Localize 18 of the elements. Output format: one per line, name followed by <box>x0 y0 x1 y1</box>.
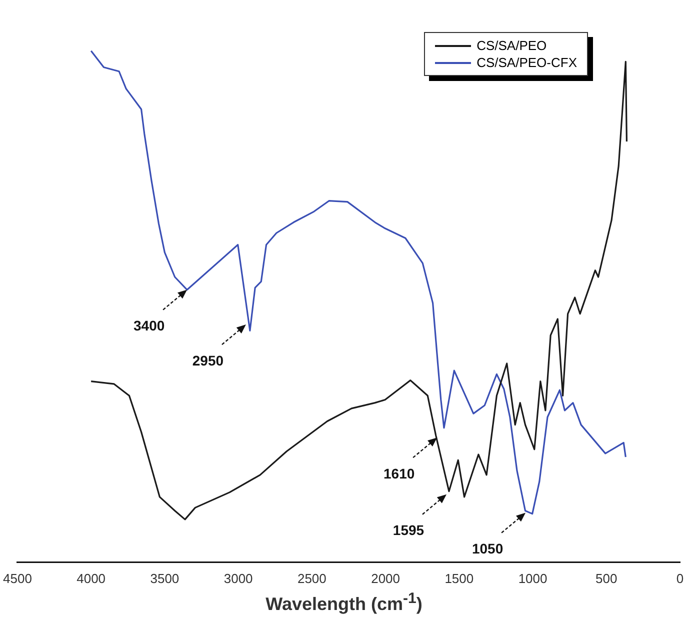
x-axis-title: Wavelength (cm$^{-1}$) <box>264 590 424 615</box>
annotation: 2950 <box>192 352 224 368</box>
x-tick-label: 4000 <box>76 570 106 586</box>
legend-label: CS/SA/PEO <box>476 37 547 54</box>
x-tick-label: 4500 <box>3 570 32 586</box>
x-tick-label: 3000 <box>224 570 253 586</box>
annotation: 3400 <box>133 318 165 334</box>
x-tick-label: 3500 <box>150 570 180 586</box>
x-tick-label: 0 <box>676 570 684 586</box>
x-tick-label: 2000 <box>371 570 400 586</box>
annotation: 1595 <box>392 522 424 538</box>
x-tick-label: 1500 <box>444 570 474 586</box>
legend-label: CS/SA/PEO-CFX <box>476 54 577 71</box>
x-tick-label: 2500 <box>297 570 326 586</box>
annotation: 1610 <box>383 465 415 482</box>
x-tick-label: 1000 <box>518 570 548 586</box>
annotation: 1050 <box>472 540 504 557</box>
x-tick-label: 500 <box>596 570 618 586</box>
